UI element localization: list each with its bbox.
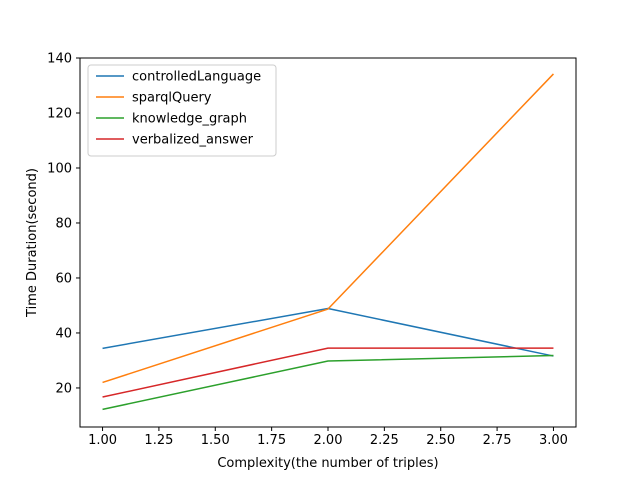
series-line-1 bbox=[102, 73, 554, 384]
x-tick-label: 2.50 bbox=[426, 433, 455, 448]
x-tick-label: 3.00 bbox=[539, 433, 568, 448]
y-tick-label: 20 bbox=[55, 381, 72, 396]
x-tick-label: 1.00 bbox=[88, 433, 117, 448]
legend-label-1: sparqlQuery bbox=[132, 91, 212, 106]
y-axis-ticks: 20 40 60 80 100 120 140 bbox=[47, 52, 80, 396]
series-layer bbox=[102, 73, 554, 411]
x-tick-label: 1.75 bbox=[257, 433, 286, 448]
series-line-2 bbox=[102, 354, 554, 411]
series-line-3 bbox=[102, 347, 554, 398]
x-axis-ticks: 1.00 1.25 1.50 1.75 2.00 2.25 2.50 2.75 3.00 bbox=[88, 427, 568, 448]
x-tick-label: 2.75 bbox=[483, 433, 512, 448]
y-tick-label: 80 bbox=[55, 216, 72, 231]
x-axis-label: Complexity(the number of triples) bbox=[217, 456, 438, 471]
x-tick-label: 1.50 bbox=[201, 433, 230, 448]
y-tick-label: 60 bbox=[55, 271, 72, 286]
legend-label-3: verbalized_answer bbox=[132, 133, 254, 148]
y-tick-label: 40 bbox=[55, 326, 72, 341]
legend: controlledLanguage sparqlQuery knowledge_g… bbox=[87, 64, 277, 157]
x-tick-label: 2.25 bbox=[370, 433, 399, 448]
legend-label-2: knowledge_graph bbox=[132, 112, 247, 127]
legend-label-0: controlledLanguage bbox=[132, 70, 261, 85]
y-axis-label: Time Duration(second) bbox=[25, 168, 40, 318]
x-tick-label: 1.25 bbox=[144, 433, 173, 448]
x-tick-label: 2.00 bbox=[314, 433, 343, 448]
legend-box bbox=[87, 64, 277, 157]
y-tick-label: 100 bbox=[47, 161, 72, 176]
y-tick-label: 120 bbox=[47, 106, 72, 121]
y-tick-label: 140 bbox=[47, 52, 72, 67]
